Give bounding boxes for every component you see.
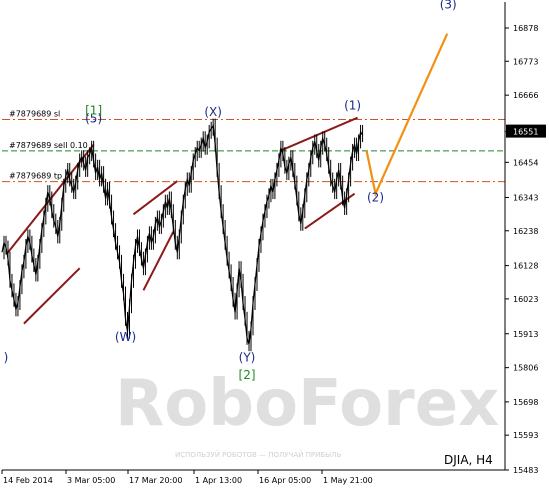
wave-label: ) bbox=[4, 351, 9, 365]
wave-label: (5) bbox=[85, 111, 102, 125]
y-tick-label: 16238 bbox=[513, 227, 538, 236]
channel-line bbox=[142, 231, 175, 291]
channel-line bbox=[132, 180, 178, 216]
y-tick-label: 16773 bbox=[513, 57, 538, 66]
x-tick-label: 17 Mar 20:00 bbox=[129, 476, 182, 485]
y-tick-label: 16878 bbox=[513, 24, 538, 33]
wave-label: (2) bbox=[367, 191, 384, 205]
y-tick-label: 15806 bbox=[513, 364, 538, 373]
wave-label: [2] bbox=[239, 368, 256, 382]
wave-label: (Y) bbox=[239, 351, 256, 365]
wave-label: [1] bbox=[85, 103, 102, 117]
watermark-brand: RoboForex bbox=[115, 367, 499, 441]
order-line-label: #7879689 sell 0.10 bbox=[9, 141, 88, 150]
wave-label: (3) bbox=[440, 0, 457, 11]
x-tick-label: 14 Feb 2014 bbox=[3, 476, 53, 485]
channel-line bbox=[23, 267, 81, 325]
y-tick-label: 16666 bbox=[513, 91, 538, 100]
y-tick-label: 16343 bbox=[513, 194, 538, 203]
wave-label: (X) bbox=[204, 105, 222, 119]
y-tick-label: 16454 bbox=[513, 158, 538, 167]
y-tick-label: 15698 bbox=[513, 398, 538, 407]
x-tick-label: 1 Apr 13:00 bbox=[195, 476, 242, 485]
current-price-tag bbox=[506, 124, 546, 138]
current-price-label: 16551 bbox=[513, 128, 538, 137]
wave-label: (W) bbox=[115, 330, 136, 344]
y-tick-label: 16128 bbox=[513, 262, 538, 271]
y-tick-label: 15593 bbox=[513, 431, 538, 440]
order-line-label: #7879689 tp bbox=[9, 172, 62, 181]
watermark-tagline: ИСПОЛЬЗУЙ РОБОТОВ — ПОЛУЧАЙ ПРИБЫЛЬ bbox=[175, 450, 342, 459]
forecast-path bbox=[365, 33, 449, 198]
wave-label: (1) bbox=[344, 99, 361, 113]
y-tick-label: 15913 bbox=[513, 330, 538, 339]
x-tick-label: 1 May 21:00 bbox=[323, 476, 373, 485]
x-tick-label: 3 Mar 05:00 bbox=[67, 476, 115, 485]
y-tick-label: 16023 bbox=[513, 295, 538, 304]
y-tick-label: 15483 bbox=[513, 466, 538, 475]
watermark: RoboForex ИСПОЛЬЗУЙ РОБОТОВ — ПОЛУЧАЙ ПР… bbox=[115, 367, 499, 459]
channel-line bbox=[279, 116, 358, 152]
x-tick-label: 16 Apr 05:00 bbox=[259, 476, 311, 485]
order-line-label: #7879689 sl bbox=[9, 110, 60, 119]
symbol-label: DJIA, H4 bbox=[444, 453, 493, 467]
